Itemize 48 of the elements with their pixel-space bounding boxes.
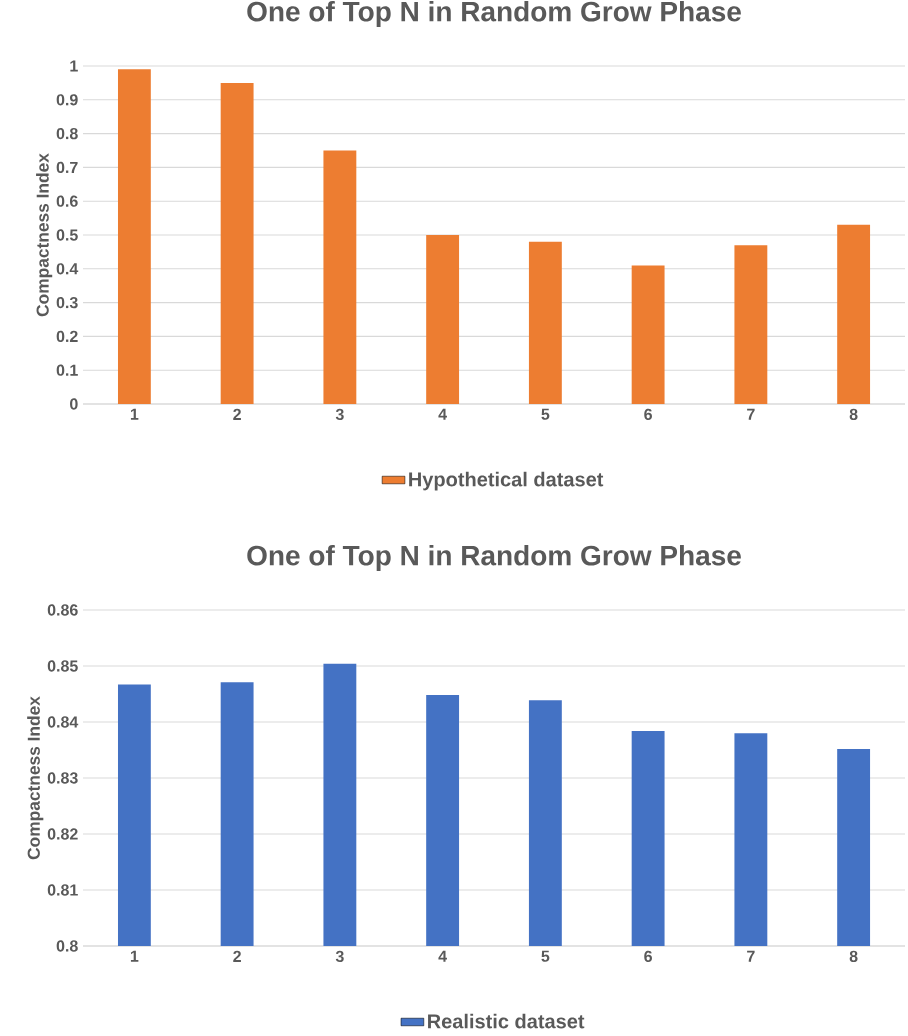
bar — [837, 224, 871, 404]
chart-title: One of Top N in Random Grow Phase — [247, 544, 741, 572]
y-tick-label: 0.84 — [47, 716, 79, 728]
x-tick-label: 4 — [438, 408, 447, 420]
x-tick-label: 3 — [335, 408, 344, 421]
x-tick-label: 2 — [233, 408, 241, 420]
x-tick-label: 3 — [335, 950, 344, 963]
x-tick-label: 5 — [541, 408, 550, 420]
y-tick-label: 0.5 — [56, 229, 78, 241]
y-tick-label: 0.86 — [47, 604, 78, 616]
y-tick-label: 0.3 — [56, 296, 78, 309]
bar — [220, 82, 254, 404]
bar — [528, 241, 562, 404]
y-tick-label: 0.2 — [56, 330, 78, 343]
x-tick-label: 5 — [541, 950, 550, 962]
x-tick-label: 7 — [747, 408, 755, 420]
bar — [117, 69, 151, 404]
y-tick-label: 0.4 — [56, 263, 79, 275]
legend-label: Hypothetical dataset — [409, 471, 604, 491]
y-tick-label: 0.7 — [56, 161, 78, 174]
y-tick-label: 0.8 — [56, 127, 78, 140]
y-axis-title: Compactness Index — [36, 153, 53, 317]
x-tick-label: 8 — [849, 950, 858, 963]
y-axis-title: Compactness Index — [27, 696, 44, 860]
y-tick-label: 0.1 — [56, 364, 78, 376]
x-tick-label: 1 — [130, 408, 139, 420]
x-tick-label: 1 — [130, 950, 139, 962]
x-tick-label: 4 — [438, 950, 447, 962]
y-tick-label: 0.8 — [56, 940, 78, 952]
y-tick-label: 1 — [70, 60, 78, 72]
bar — [426, 235, 460, 404]
bar — [631, 265, 665, 404]
chart-title: One of Top N in Random Grow Phase — [247, 0, 741, 28]
y-tick-label: 0 — [70, 398, 78, 410]
y-tick-label: 0.81 — [47, 884, 78, 896]
y-tick-label: 0.85 — [47, 660, 78, 672]
legend-label: Realistic dataset — [428, 1013, 585, 1029]
y-tick-label: 0.82 — [47, 828, 78, 840]
x-tick-label: 7 — [747, 950, 755, 962]
x-tick-label: 6 — [644, 408, 652, 421]
bar — [323, 150, 357, 404]
x-tick-label: 6 — [644, 950, 652, 963]
y-tick-label: 0.9 — [56, 94, 78, 106]
x-tick-label: 2 — [233, 950, 241, 962]
y-tick-label: 0.83 — [47, 772, 78, 784]
bar — [734, 245, 768, 404]
x-tick-label: 8 — [849, 408, 858, 421]
y-tick-label: 0.6 — [56, 195, 78, 207]
